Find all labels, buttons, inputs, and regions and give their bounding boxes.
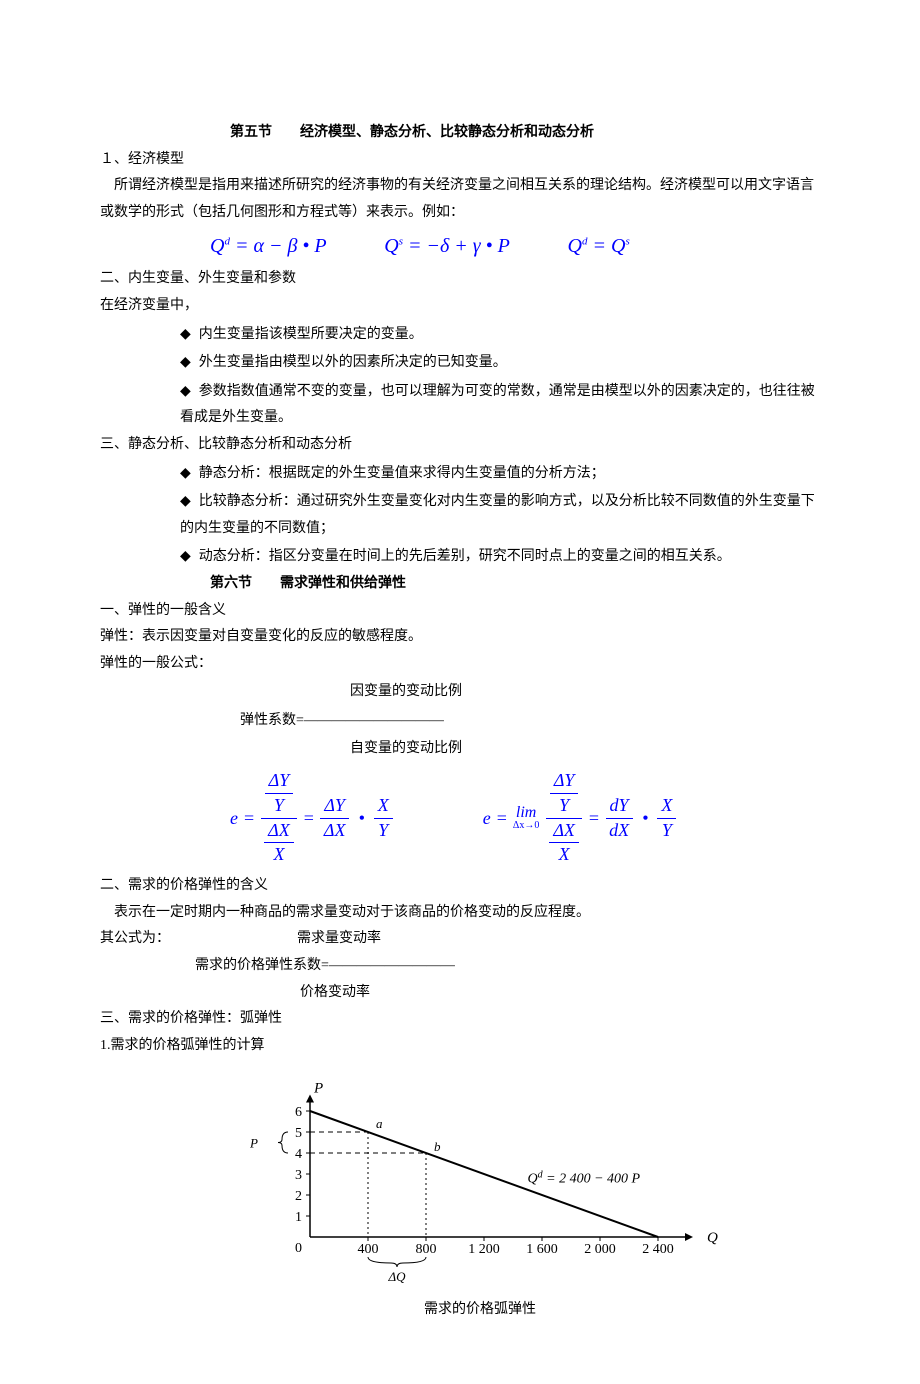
s6-ratio-bot: 自变量的变动比例	[100, 736, 820, 763]
svg-text:2: 2	[295, 1189, 302, 1204]
s6-h3: 三、需求的价格弹性：弧弹性	[100, 1006, 820, 1033]
demand-chart: 1 2 3 4 5 6 0 400 800 1 200 1 600 2 000 2 400 P Q Qd = …	[250, 1077, 820, 1287]
svg-text:400: 400	[358, 1242, 379, 1257]
svg-text:800: 800	[416, 1242, 437, 1257]
s5-formulas: Qd = α − β • P Qs = −δ + γ • P Qd = Qs	[100, 230, 820, 262]
demand-chart-svg: 1 2 3 4 5 6 0 400 800 1 200 1 600 2 000 2 400 P Q Qd = …	[250, 1077, 730, 1287]
s5-h1: １、经济模型	[100, 147, 820, 174]
svg-text:b: b	[434, 1139, 441, 1154]
svg-text:Q: Q	[707, 1230, 718, 1246]
svg-text:Qd = 2 400 − 400 P: Qd = 2 400 − 400 P	[528, 1169, 641, 1187]
s5-b1: ◆内生变量指该模型所要决定的变量。	[100, 320, 820, 349]
elasticity-equations: e = ΔYY ΔXX = ΔYΔX • XY e = limΔx→0 ΔYY …	[100, 771, 820, 865]
section-5-title: 第五节 经济模型、静态分析、比较静态分析和动态分析	[100, 120, 820, 147]
s6-p4: 其公式为： 需求量变动率	[100, 926, 820, 953]
s5-b6: ◆动态分析：指区分变量在时间上的先后差别，研究不同时点上的变量之间的相互关系。	[100, 542, 820, 571]
s6-p3: 表示在一定时期内一种商品的需求量变动对于该商品的价格变动的反应程度。	[100, 900, 820, 927]
s5-b2: ◆外生变量指由模型以外的因素所决定的已知变量。	[100, 348, 820, 377]
s6-p2: 弹性的一般公式：	[100, 651, 820, 678]
svg-text:2 400: 2 400	[642, 1242, 674, 1257]
svg-text:1: 1	[295, 1210, 302, 1225]
svg-text:3: 3	[295, 1168, 302, 1183]
s5-h3: 三、静态分析、比较静态分析和动态分析	[100, 432, 820, 459]
s6-p5: 需求的价格弹性系数=—————————	[100, 953, 820, 980]
svg-text:0: 0	[295, 1241, 302, 1256]
section-6-title: 第六节 需求弹性和供给弹性	[100, 571, 820, 598]
s6-p6: 价格变动率	[100, 980, 820, 1007]
svg-text:P: P	[313, 1081, 323, 1097]
s6-p1: 弹性：表示因变量对自变量变化的反应的敏感程度。	[100, 624, 820, 651]
s5-b5: ◆比较静态分析：通过研究外生变量变化对内生变量的影响方式，以及分析比较不同数值的…	[100, 487, 820, 542]
svg-text:ΔP: ΔP	[250, 1136, 258, 1151]
s6-p7: 1.需求的价格弧弹性的计算	[100, 1033, 820, 1060]
svg-text:1 600: 1 600	[526, 1242, 558, 1257]
diamond-icon: ◆	[180, 492, 191, 508]
s6-ratio-mid: 弹性系数=——————————	[100, 708, 820, 735]
formula-qd: Qd = α − β • P	[210, 235, 326, 257]
svg-text:5: 5	[295, 1126, 302, 1141]
formula-qs: Qs = −δ + γ • P	[384, 235, 509, 257]
svg-text:2 000: 2 000	[584, 1242, 616, 1257]
diamond-icon: ◆	[180, 464, 191, 480]
s5-p1: 所谓经济模型是指用来描述所研究的经济事物的有关经济变量之间相互关系的理论结构。经…	[100, 173, 820, 226]
svg-text:a: a	[376, 1116, 383, 1131]
svg-text:ΔQ: ΔQ	[387, 1269, 406, 1284]
svg-text:1 200: 1 200	[468, 1242, 500, 1257]
svg-text:4: 4	[295, 1147, 302, 1162]
formula-eq: Qd = Qs	[568, 235, 630, 257]
diamond-icon: ◆	[180, 353, 191, 369]
s6-ratio-top: 因变量的变动比例	[100, 679, 820, 706]
chart-title: 需求的价格弧弹性	[100, 1297, 820, 1324]
diamond-icon: ◆	[180, 325, 191, 341]
s6-h1: 一、弹性的一般含义	[100, 598, 820, 625]
s5-h2: 二、内生变量、外生变量和参数	[100, 266, 820, 293]
diamond-icon: ◆	[180, 547, 191, 563]
svg-text:6: 6	[295, 1105, 302, 1120]
s5-p2: 在经济变量中，	[100, 293, 820, 320]
point-elasticity-formula: e = limΔx→0 ΔYY ΔXX = dYdX • XY	[483, 771, 677, 865]
s5-b4: ◆静态分析：根据既定的外生变量值来求得内生变量值的分析方法；	[100, 459, 820, 488]
diamond-icon: ◆	[180, 382, 191, 398]
arc-elasticity-formula: e = ΔYY ΔXX = ΔYΔX • XY	[230, 771, 393, 865]
s6-h2: 二、需求的价格弹性的含义	[100, 873, 820, 900]
s5-b3: ◆参数指数值通常不变的变量，也可以理解为可变的常数，通常是由模型以外的因素决定的…	[100, 377, 820, 432]
